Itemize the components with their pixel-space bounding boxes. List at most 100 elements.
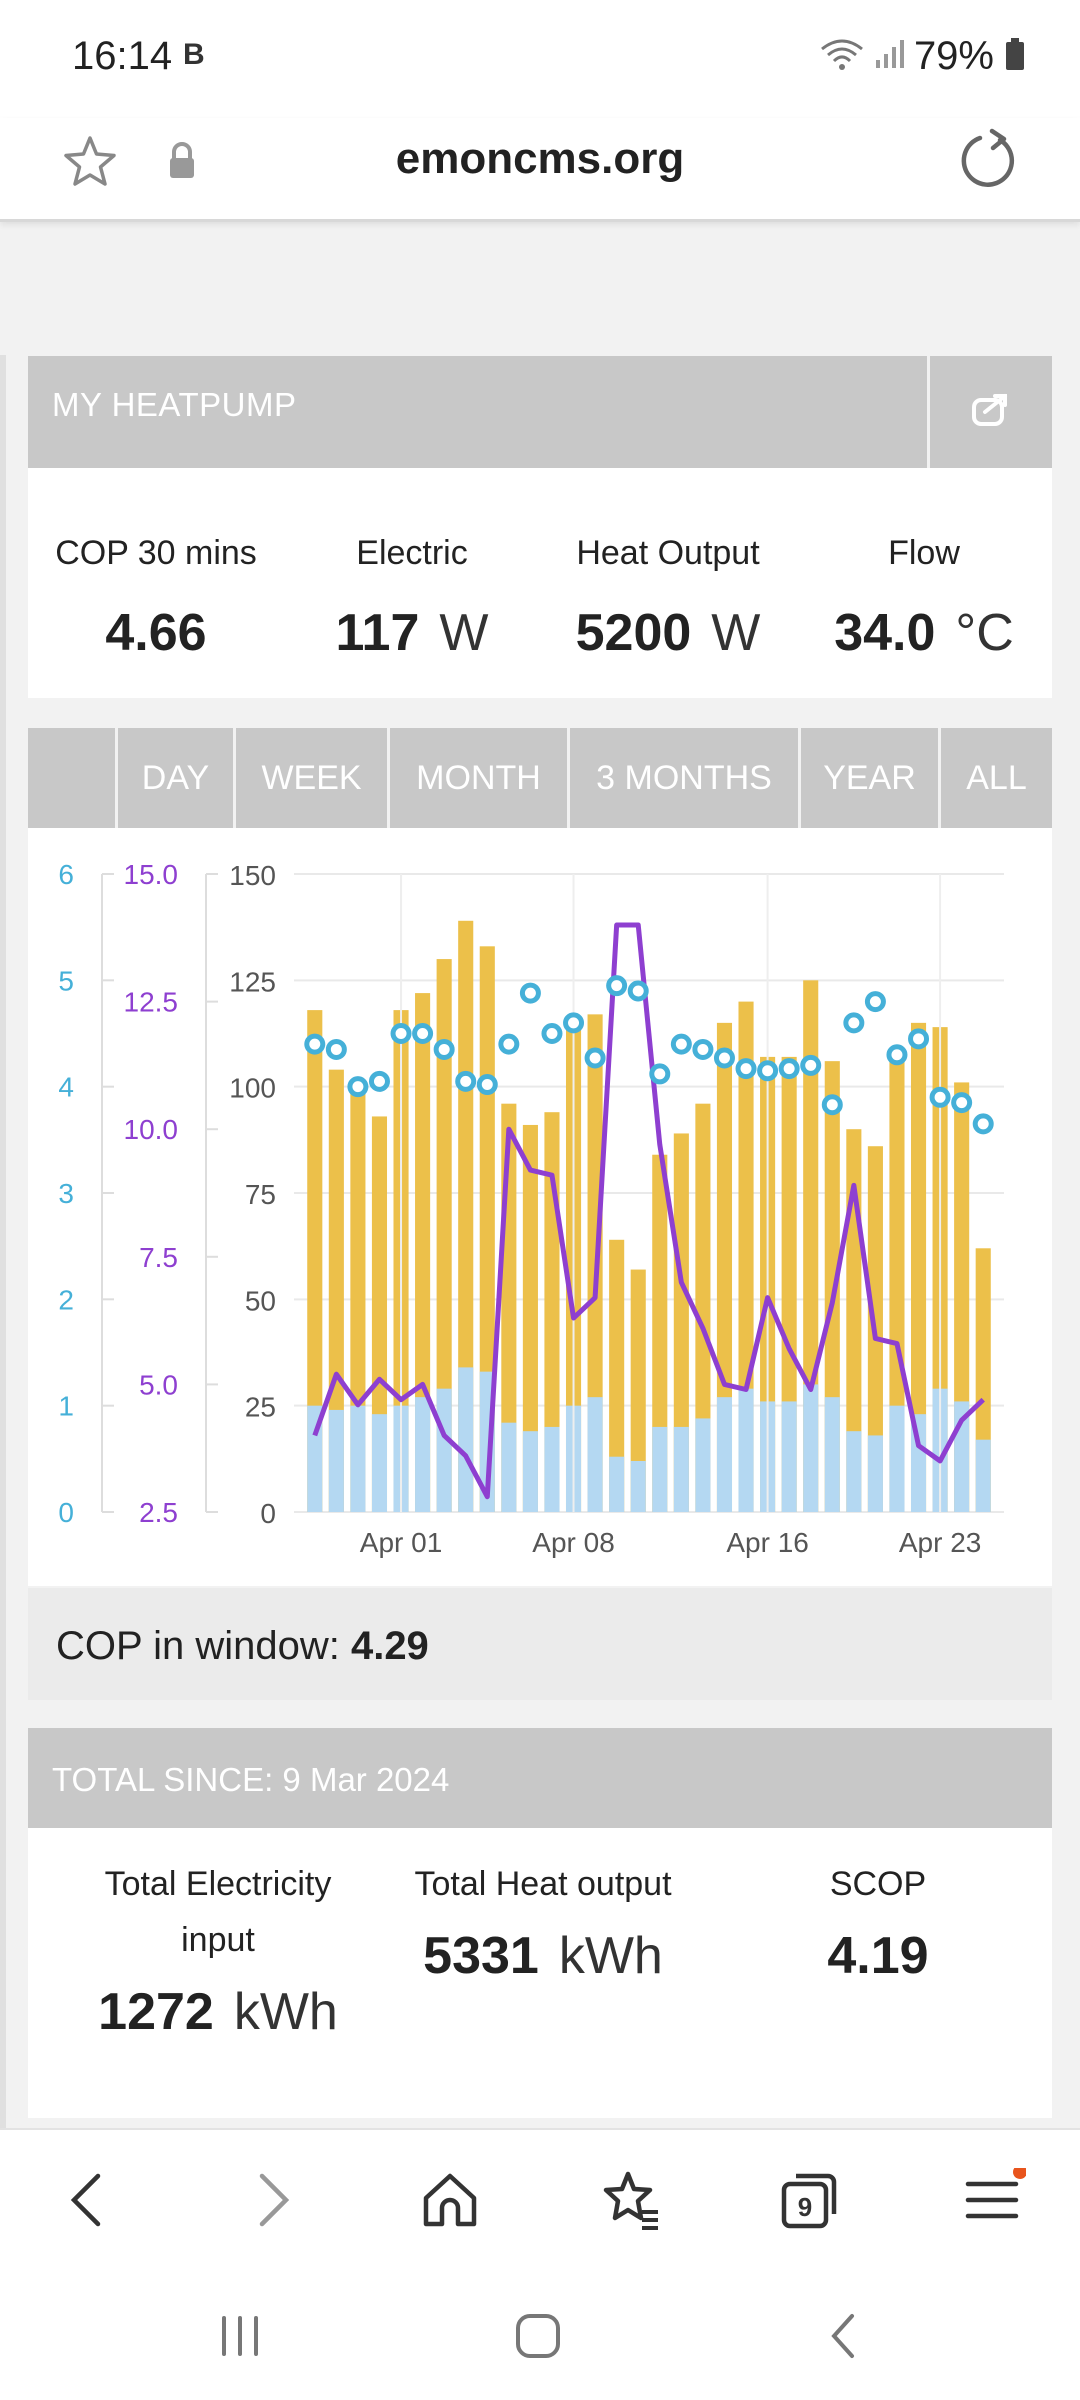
status-right: 79% [820, 34, 1026, 79]
total-title: TOTAL SINCE: 9 Mar 2024 [52, 1761, 450, 1798]
total-header: TOTAL SINCE: 9 Mar 2024 [28, 1728, 1052, 1828]
battery-icon [1004, 37, 1026, 76]
temp-tick-label: 12.5 [124, 987, 179, 1018]
forward-button[interactable] [248, 2168, 298, 2237]
heat-bar [609, 1239, 625, 1512]
tabs-icon[interactable]: 9 [778, 2168, 842, 2237]
cop-tick-label: 3 [58, 1178, 74, 1209]
stat-value: 5200 [575, 604, 692, 662]
electric-bar [889, 1405, 905, 1512]
period-tabs: DAY WEEK MONTH 3 MONTHS YEAR ALL [28, 728, 1052, 828]
temp-tick-label: 2.5 [139, 1497, 178, 1528]
electric-bar [371, 1414, 388, 1512]
electric-bar [824, 1397, 840, 1512]
tab-month[interactable]: MONTH [390, 728, 570, 828]
cop-point [649, 1063, 671, 1085]
cop-point [757, 1060, 779, 1082]
cop-tick-label: 1 [58, 1391, 74, 1422]
stat-electric: Electric 117 W [284, 468, 540, 663]
electric-bar [544, 1426, 560, 1512]
cop-point [908, 1028, 930, 1050]
electric-bar [803, 1384, 819, 1512]
tab-day[interactable]: DAY [118, 728, 236, 828]
electric-bar [630, 1460, 646, 1512]
stat-value: 4.66 [105, 604, 207, 662]
heat-bar [458, 920, 474, 1512]
bookmark-star-icon[interactable] [60, 132, 120, 197]
menu-icon[interactable] [962, 2165, 1027, 2237]
electric-bar [436, 1388, 452, 1512]
kwh-tick-label: 50 [245, 1285, 276, 1316]
tab-year[interactable]: YEAR [801, 728, 941, 828]
cop-point [735, 1058, 757, 1080]
recent-apps-icon[interactable] [210, 2306, 270, 2371]
stat-heat-output: Heat Output 5200 W [540, 468, 796, 663]
home-icon[interactable] [418, 2168, 482, 2237]
cop-point [692, 1038, 714, 1060]
cop-tick-label: 4 [58, 1072, 74, 1103]
kwh-tick-label: 0 [260, 1498, 276, 1529]
electric-bar [716, 1397, 733, 1512]
home-nav-icon[interactable] [508, 2306, 568, 2371]
tab-all[interactable]: ALL [966, 758, 1027, 797]
electric-bar [867, 1435, 883, 1512]
tab-3-months[interactable]: 3 MONTHS [570, 728, 801, 828]
cop-tick-label: 5 [58, 965, 74, 996]
x-tick-label: Apr 08 [532, 1527, 615, 1558]
total-electricity-label-2: input [181, 1921, 255, 1959]
flow-temp-line [312, 922, 985, 1500]
tab-week[interactable]: WEEK [236, 728, 390, 828]
electric-bar [587, 1397, 603, 1512]
bookmarks-icon[interactable] [598, 2168, 662, 2237]
total-electricity-label-1: Total Electricity [104, 1865, 332, 1903]
url-text[interactable]: emoncms.org [395, 134, 685, 183]
cop-point [368, 1070, 390, 1092]
cop-point [670, 1033, 692, 1055]
cop-point [627, 980, 649, 1002]
back-nav-icon[interactable] [814, 2306, 874, 2371]
cop-point [800, 1054, 822, 1076]
electric-bar [609, 1456, 625, 1512]
temp-tick-label: 15.0 [124, 859, 179, 890]
electric-bar [781, 1401, 797, 1512]
temp-tick-label: 5.0 [139, 1369, 178, 1400]
battery-percent: 79% [913, 34, 994, 78]
tab-spacer [28, 728, 118, 828]
cop-point [821, 1094, 843, 1116]
cop-point [412, 1023, 434, 1044]
heat-bar [695, 1103, 711, 1512]
electric-bar [328, 1409, 344, 1512]
total-heat: Total Heat output 5331 kWh [383, 1856, 703, 1986]
external-link-button[interactable] [927, 356, 1052, 468]
electric-bar [846, 1431, 862, 1512]
cop-point [713, 1047, 735, 1069]
kwh-tick-label: 100 [229, 1073, 276, 1104]
cop-point [541, 1023, 563, 1044]
kwh-tick-label: 125 [229, 966, 276, 997]
browser-address-bar: emoncms.org [0, 118, 1080, 222]
back-button[interactable] [62, 2168, 112, 2237]
live-stats: COP 30 mins 4.66 Electric 117 W Heat Outp… [28, 468, 1052, 698]
cop-point [606, 975, 628, 997]
stat-value: 34.0 [834, 604, 936, 662]
reload-icon[interactable] [956, 128, 1020, 197]
cop-point [972, 1113, 994, 1135]
stat-unit: W [439, 604, 489, 662]
cop-point [843, 1012, 865, 1034]
total-heat-value: 5331 [423, 1927, 539, 1985]
stat-label: Flow [888, 534, 960, 572]
heat-bar [630, 1269, 646, 1512]
cop-point [347, 1076, 369, 1098]
electric-bar [350, 1405, 366, 1512]
electric-bar [415, 1397, 431, 1512]
electric-bar [652, 1426, 668, 1512]
cop-tick-label: 2 [58, 1284, 74, 1315]
heat-bar [889, 1052, 905, 1512]
cop-point [563, 1012, 585, 1034]
heatpump-chart[interactable]: 0 25 50 75 100 125 150 0 1 2 3 4 5 6 2.5 5.0 7.5 10.0 12.5… [28, 828, 1052, 1586]
heat-bar [673, 1133, 689, 1512]
share-icon [971, 392, 1011, 433]
lock-icon [165, 140, 199, 189]
cop-point [778, 1058, 800, 1080]
electric-bar [501, 1422, 517, 1512]
